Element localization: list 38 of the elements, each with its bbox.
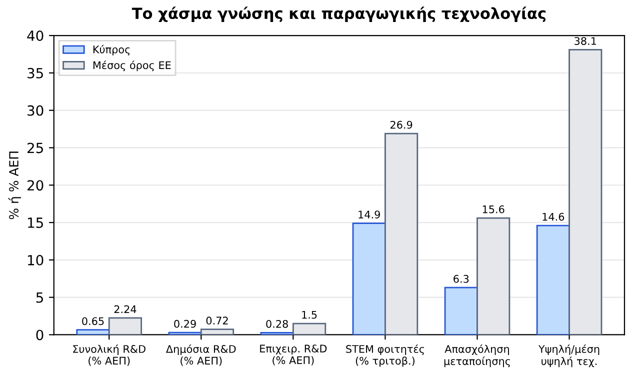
data-label: 0.28: [266, 320, 288, 328]
y-tick-label: 30: [28, 105, 44, 116]
y-tick-label: 20: [28, 180, 44, 191]
y-tick-label: 25: [28, 142, 43, 154]
bar: [76, 329, 110, 335]
data-label: 1.5: [302, 310, 317, 319]
bar: [292, 322, 326, 335]
y-tick-label: 40: [27, 30, 44, 42]
y-tick-label: 0: [36, 330, 44, 340]
bar: [444, 286, 478, 335]
y-tick-label: 10: [28, 254, 44, 266]
data-label: 14.6: [542, 212, 564, 221]
bar: [200, 328, 234, 335]
y-axis-title: % ή % ΑΕΠ: [8, 152, 21, 220]
bar: [108, 317, 142, 335]
data-label: 0.29: [174, 320, 196, 328]
y-tick-label: 35: [28, 68, 43, 78]
y-tick-label: 15: [28, 218, 43, 228]
data-label: 0.65: [82, 317, 104, 326]
legend-label: Μέσος όρος ΕΕ: [93, 60, 171, 72]
chart-title: Το χάσμα γνώσης και παραγωγικής τεχνολογίας: [132, 6, 546, 22]
x-tick-label: Υψηλή/μέση υψηλή τεχ.: [538, 344, 600, 368]
data-label: 14.9: [358, 210, 380, 218]
data-label: 0.72: [206, 316, 228, 325]
x-tick-label: Δημόσια R&D (% ΑΕΠ): [166, 344, 236, 366]
data-label: 38.1: [574, 37, 596, 45]
data-label: 15.6: [482, 205, 504, 214]
data-label: 2.24: [114, 305, 136, 314]
x-tick-label: Συνολική R&D (% ΑΕΠ): [73, 344, 146, 366]
x-tick-label: STEM φοιτητές (% τριτοβ.): [346, 344, 424, 367]
bar: [352, 222, 386, 335]
legend-label: Κύπρος: [93, 44, 130, 56]
x-tick-label: Απασχόληση μεταποίησης: [444, 344, 510, 368]
data-label: 26.9: [390, 120, 412, 129]
data-label: 6.3: [454, 274, 469, 283]
x-tick-label: Επιχειρ. R&D (% ΑΕΠ): [260, 344, 327, 366]
bar: [536, 224, 570, 335]
y-tick-label: 5: [36, 292, 43, 303]
